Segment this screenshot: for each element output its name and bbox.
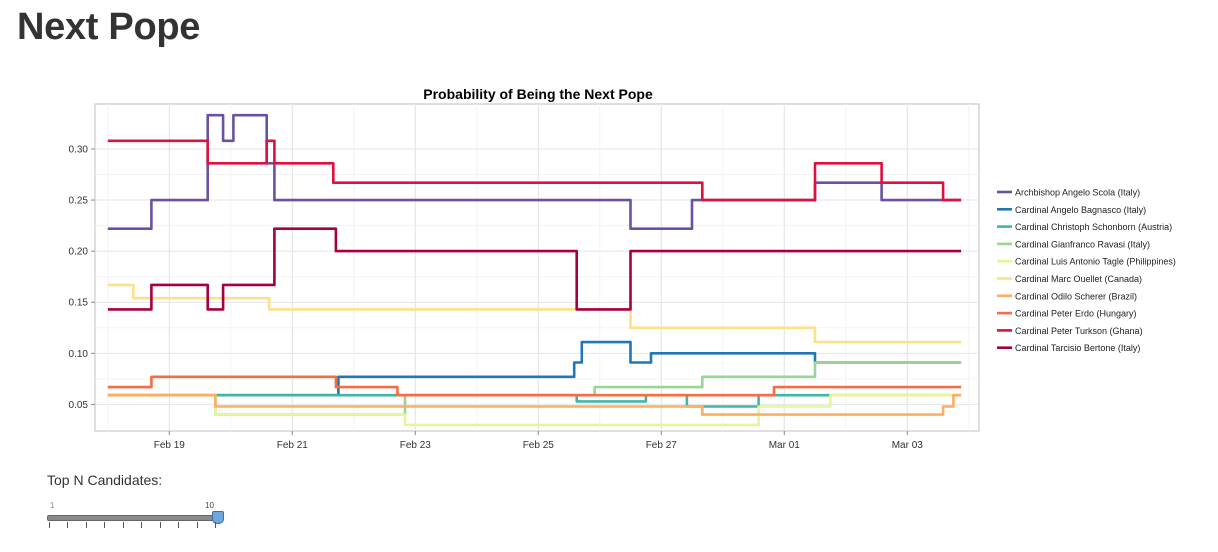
series-line-8 [107, 375, 962, 397]
legend-label-8: Cardinal Peter Erdo (Hungary) [1015, 309, 1137, 319]
series-line-2 [107, 340, 962, 397]
slider-tick [49, 522, 50, 528]
y-tick-label: 0.20 [69, 247, 89, 258]
legend-label-10: Cardinal Tarcisio Bertone (Italy) [1015, 343, 1140, 353]
legend: Archbishop Angelo Scola (Italy) Cardinal … [997, 188, 1176, 353]
legend-label-7: Cardinal Odilo Scherer (Brazil) [1015, 291, 1137, 301]
series-line-6 [107, 283, 962, 344]
series-line-7 [107, 393, 962, 416]
top-n-label: Top N Candidates: [47, 472, 163, 488]
slider-tick [178, 522, 180, 528]
top-n-control: Top N Candidates: 1 10 [47, 472, 247, 542]
slider-max-label: 10 [205, 501, 214, 510]
slider-tick [196, 522, 198, 528]
top-n-slider-track[interactable] [47, 515, 221, 521]
y-tick-label: 0.30 [69, 144, 89, 155]
series-lines [107, 113, 962, 427]
slider-tick [67, 522, 69, 528]
legend-label-2: Cardinal Angelo Bagnasco (Italy) [1015, 205, 1146, 215]
legend-label-5: Cardinal Luis Antonio Tagle (Philippines… [1015, 257, 1176, 267]
x-tick-label: Feb 23 [400, 440, 432, 451]
chart-title: Probability of Being the Next Pope [423, 86, 653, 102]
page-title: Next Pope [17, 6, 201, 48]
legend-label-9: Cardinal Peter Turkson (Ghana) [1015, 326, 1143, 336]
legend-label-3: Cardinal Christoph Schonborn (Austria) [1015, 222, 1172, 232]
slider-tick [159, 522, 161, 528]
slider-tick [104, 522, 106, 528]
x-tick-label: Feb 21 [277, 440, 309, 451]
slider-tick [85, 522, 87, 528]
x-tick-label: Mar 03 [892, 440, 924, 451]
x-tick-label: Feb 25 [523, 440, 555, 451]
y-tick-label: 0.25 [69, 196, 89, 207]
x-tick-label: Feb 19 [154, 440, 186, 451]
y-tick-label: 0.05 [69, 400, 89, 411]
x-tick-label: Mar 01 [769, 440, 801, 451]
y-axis: 0.05 0.10 0.15 0.20 0.25 0.30 [69, 144, 95, 411]
plot-panel [94, 103, 980, 432]
x-tick-label: Feb 27 [646, 440, 678, 451]
y-tick-label: 0.15 [69, 298, 89, 309]
slider-tick [215, 522, 216, 528]
top-n-slider-handle[interactable] [212, 511, 224, 524]
slider-min-label: 1 [50, 501, 55, 510]
slider-tick [141, 522, 143, 528]
slider-tick [122, 522, 124, 528]
legend-label-6: Cardinal Marc Ouellet (Canada) [1015, 274, 1142, 284]
slider-ticks [47, 522, 219, 530]
x-axis: Feb 19 Feb 21 Feb 23 Feb 25 Feb 27 Mar 01 Mar … [154, 431, 924, 451]
series-line-9 [107, 139, 962, 202]
y-tick-label: 0.10 [69, 349, 89, 360]
series-line-10 [107, 227, 962, 311]
legend-label-4: Cardinal Gianfranco Ravasi (Italy) [1015, 239, 1150, 249]
legend-label-1: Archbishop Angelo Scola (Italy) [1015, 188, 1140, 198]
